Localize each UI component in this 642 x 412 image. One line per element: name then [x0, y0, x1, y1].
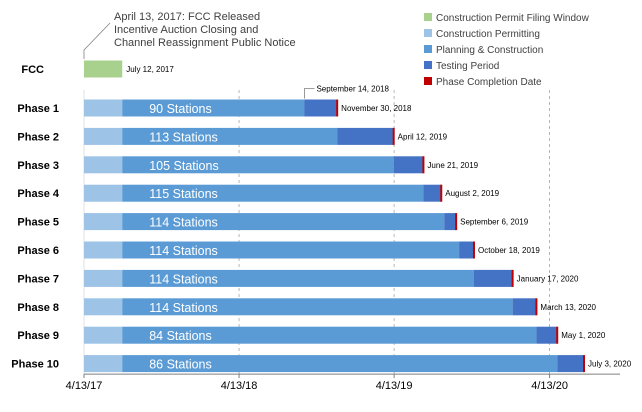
x-tick-label-0: 4/13/17 [66, 380, 103, 392]
x-tick-label-2: 4/13/19 [376, 380, 413, 392]
phase-7-permitting-bar [84, 269, 123, 287]
phase-1-testing-start-leader [304, 88, 315, 99]
phase-8-stations-label: 114 Stations [149, 301, 218, 315]
fcc-filing-window-bar [84, 60, 123, 78]
phase-2-end-label: April 12, 2019 [398, 132, 448, 141]
phase-1-permitting-bar [84, 99, 123, 117]
phase-9-permitting-bar [84, 326, 123, 344]
phase-9-completion-marker [556, 326, 559, 344]
x-tick-label-3: 4/13/20 [531, 380, 568, 392]
phase-5-planning-bar [122, 213, 445, 231]
legend-label-testing: Testing Period [436, 61, 499, 72]
phase-5-completion-marker [455, 213, 458, 231]
phase-9-planning-bar [122, 326, 537, 344]
phase-6-completion-marker [472, 241, 475, 259]
row-label-phase-9: Phase 9 [17, 330, 59, 342]
phase-5-permitting-bar [84, 213, 123, 231]
row-label-phase-5: Phase 5 [17, 217, 59, 229]
phase-8-permitting-bar [84, 298, 123, 316]
phase-7-stations-label: 114 Stations [149, 272, 218, 286]
phase-3-permitting-bar [84, 156, 123, 174]
phase-7-end-label: January 17, 2020 [517, 274, 579, 283]
annotation-line-1: April 13, 2017: FCC Released [114, 11, 260, 23]
phase-10-stations-label: 86 Stations [149, 358, 212, 372]
phase-3-planning-bar [122, 156, 394, 174]
legend-swatch-permitting [424, 29, 432, 37]
bars [84, 60, 585, 373]
phase-6-stations-label: 114 Stations [149, 244, 218, 258]
phase-5-testing-bar [444, 213, 457, 231]
phase-3-testing-bar [393, 156, 424, 174]
phase-7-completion-marker [511, 269, 514, 287]
phase-2-stations-label: 113 Stations [149, 130, 218, 144]
phase-3-completion-marker [422, 156, 425, 174]
legend-label-planning: Planning & Construction [436, 45, 543, 56]
row-label-phase-3: Phase 3 [17, 160, 59, 172]
legend-swatch-filing [424, 13, 432, 21]
phase-2-planning-bar [122, 127, 338, 145]
phase-4-permitting-bar [84, 184, 123, 202]
phase-8-completion-marker [535, 298, 538, 316]
annotation-line-2: Incentive Auction Closing and [114, 24, 258, 36]
phase-1-completion-marker [336, 99, 339, 117]
row-label-phase-10: Phase 10 [11, 359, 59, 371]
legend: Construction Permit Filing Window Constr… [424, 13, 590, 88]
phase-1-planning-bar [122, 99, 305, 117]
phase-3-end-label: June 21, 2019 [427, 161, 478, 170]
row-label-phase-8: Phase 8 [17, 302, 59, 314]
phase-9-end-label: May 1, 2020 [561, 331, 606, 340]
auction-annotation: April 13, 2017: FCC Released Incentive A… [83, 11, 296, 59]
x-axis: 4/13/17 4/13/18 4/13/19 4/13/20 [66, 373, 620, 392]
phase-4-completion-marker [440, 184, 443, 202]
phase-7-testing-bar [473, 269, 513, 287]
phase-2-testing-bar [337, 127, 394, 145]
phase-9-stations-label: 84 Stations [149, 329, 212, 343]
row-label-phase-6: Phase 6 [17, 245, 59, 257]
phase-6-end-label: October 18, 2019 [478, 246, 540, 255]
phase-8-end-label: March 13, 2020 [540, 303, 596, 312]
phase-10-testing-bar [557, 355, 584, 373]
row-label-fcc: FCC [21, 64, 44, 76]
phase-5-end-label: September 6, 2019 [460, 218, 529, 227]
phase-10-permitting-bar [84, 355, 123, 373]
legend-swatch-completion [424, 77, 432, 85]
phase-6-planning-bar [122, 241, 460, 259]
phase-2-completion-marker [392, 127, 395, 145]
phase-4-end-label: August 2, 2019 [445, 189, 499, 198]
phase-7-planning-bar [122, 269, 474, 287]
row-labels: FCC July 12, 2017 Phase 1 90 Stations Novemb… [11, 64, 631, 372]
row-label-phase-7: Phase 7 [17, 273, 59, 285]
phase-9-testing-bar [536, 326, 558, 344]
legend-label-permitting: Construction Permitting [436, 29, 540, 40]
phase-2-permitting-bar [84, 127, 123, 145]
phase-6-testing-bar [459, 241, 474, 259]
annotation-line-3: Channel Reassignment Public Notice [114, 37, 296, 49]
phase-1-testing-start-label: September 14, 2018 [316, 85, 389, 94]
phase-10-end-label: July 3, 2020 [588, 360, 632, 369]
phase-4-testing-bar [423, 184, 442, 202]
phase-1-stations-label: 90 Stations [149, 102, 212, 116]
annotation-leader-line [83, 22, 111, 59]
fcc-end-label: July 12, 2017 [126, 65, 174, 74]
phase-4-planning-bar [122, 184, 424, 202]
row-label-phase-2: Phase 2 [17, 131, 59, 143]
legend-swatch-planning [424, 45, 432, 53]
phase-4-stations-label: 115 Stations [149, 187, 218, 201]
phase-10-planning-bar [122, 355, 558, 373]
phase-8-planning-bar [122, 298, 513, 316]
legend-label-filing: Construction Permit Filing Window [436, 13, 590, 24]
phase-1-end-label: November 30, 2018 [341, 104, 412, 113]
phase-6-permitting-bar [84, 241, 123, 259]
legend-swatch-testing [424, 61, 432, 69]
legend-label-completion: Phase Completion Date [436, 77, 542, 88]
phase-1-testing-bar [304, 99, 338, 117]
x-tick-label-1: 4/13/18 [221, 380, 258, 392]
phase-5-stations-label: 114 Stations [149, 216, 218, 230]
phase-3-stations-label: 105 Stations [149, 159, 219, 173]
row-label-phase-1: Phase 1 [17, 103, 59, 115]
row-label-phase-4: Phase 4 [17, 188, 59, 200]
phase-8-testing-bar [512, 298, 537, 316]
phase-10-completion-marker [583, 355, 585, 373]
